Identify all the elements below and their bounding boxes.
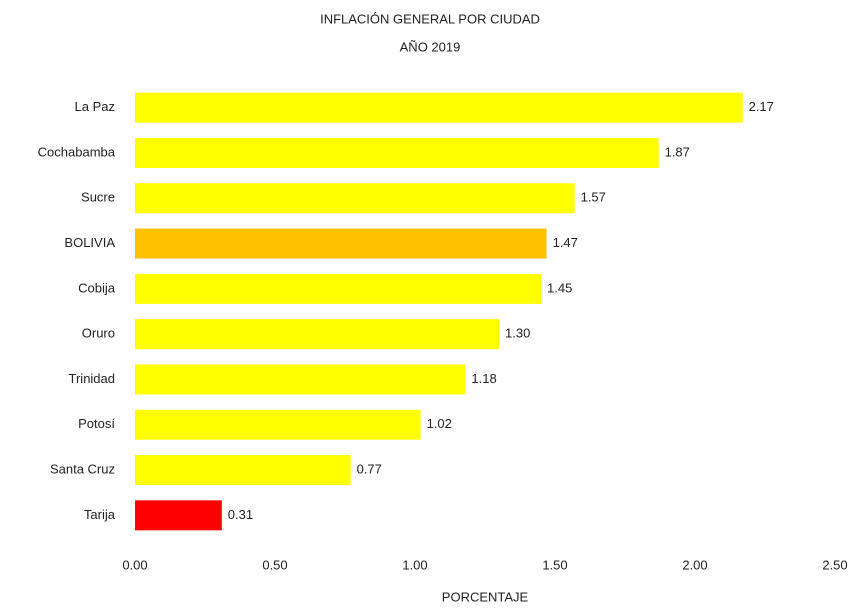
y-tick-label: BOLIVIA (64, 235, 115, 250)
bar (135, 319, 499, 350)
bar (135, 183, 575, 214)
bar (135, 500, 222, 531)
x-tick-label: 0.50 (262, 557, 287, 572)
value-label: 2.17 (749, 99, 774, 114)
value-label: 1.02 (427, 416, 452, 431)
y-tick-label: Oruro (82, 326, 115, 341)
bar (135, 137, 659, 168)
x-tick-label: 1.50 (542, 557, 567, 572)
x-tick-label: 1.00 (402, 557, 427, 572)
y-tick-label: Cochabamba (38, 144, 116, 159)
y-tick-label: Potosí (78, 416, 115, 431)
y-tick-label: Cobija (78, 280, 116, 295)
bar (135, 409, 421, 440)
value-label: 1.45 (547, 280, 572, 295)
value-label: 1.47 (553, 235, 578, 250)
y-tick-label: Sucre (81, 190, 115, 205)
bar (135, 364, 466, 395)
chart-title: INFLACIÓN GENERAL POR CIUDAD (320, 11, 540, 26)
value-label: 1.30 (505, 326, 530, 341)
bar (135, 228, 547, 259)
chart-subtitle: AÑO 2019 (400, 39, 461, 54)
bar (135, 273, 541, 304)
value-label: 0.77 (357, 461, 382, 476)
y-tick-label: Tarija (84, 507, 116, 522)
value-label: 0.31 (228, 507, 253, 522)
value-label: 1.87 (665, 144, 690, 159)
x-tick-label: 0.00 (122, 557, 147, 572)
bar (135, 455, 351, 486)
y-tick-label: Trinidad (69, 371, 115, 386)
y-tick-label: La Paz (75, 99, 115, 114)
x-axis-title: PORCENTAJE (442, 589, 529, 604)
bar (135, 92, 743, 123)
x-tick-label: 2.00 (682, 557, 707, 572)
y-tick-label: Santa Cruz (50, 461, 115, 476)
value-label: 1.18 (471, 371, 496, 386)
value-label: 1.57 (581, 190, 606, 205)
x-tick-label: 2.50 (822, 557, 847, 572)
